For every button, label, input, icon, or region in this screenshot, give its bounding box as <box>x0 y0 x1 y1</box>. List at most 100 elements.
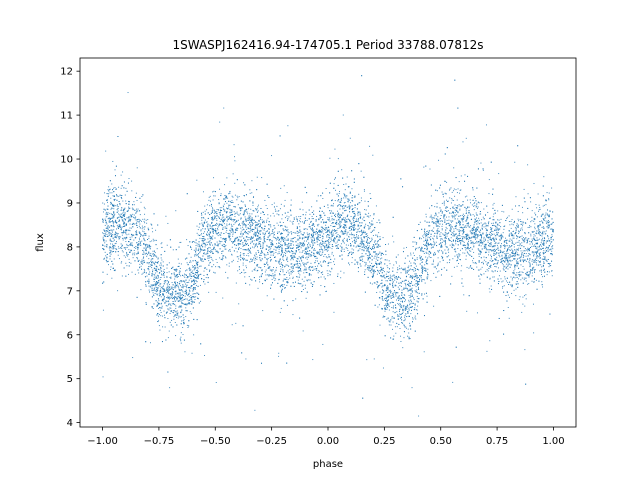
data-point <box>339 223 341 225</box>
data-point <box>379 324 381 326</box>
data-point <box>122 232 124 234</box>
data-point <box>295 244 297 246</box>
data-point <box>190 268 192 270</box>
data-point <box>446 246 448 248</box>
data-point <box>122 232 124 234</box>
data-point <box>143 254 145 256</box>
data-point <box>521 277 523 279</box>
data-point <box>476 242 478 244</box>
data-point <box>521 311 523 313</box>
data-point <box>188 276 190 278</box>
data-point <box>307 238 309 240</box>
data-point <box>250 225 252 227</box>
data-point <box>399 297 401 299</box>
data-point <box>186 324 188 326</box>
data-point <box>338 212 340 214</box>
data-point <box>182 287 184 289</box>
data-point <box>330 237 332 239</box>
data-point <box>292 269 294 271</box>
data-point <box>107 218 109 220</box>
data-point <box>516 226 518 228</box>
data-point <box>212 252 214 254</box>
data-point <box>115 235 117 237</box>
data-point <box>287 233 289 235</box>
data-point <box>270 259 272 261</box>
data-point <box>408 295 410 297</box>
data-point <box>306 256 308 258</box>
data-point <box>219 267 221 269</box>
data-point <box>313 223 315 225</box>
data-point <box>516 241 518 243</box>
data-point <box>471 237 473 239</box>
data-point <box>290 255 292 257</box>
data-point <box>292 251 294 253</box>
data-point <box>489 340 491 342</box>
data-point <box>160 315 162 317</box>
data-point <box>262 242 264 244</box>
data-point <box>105 240 107 242</box>
data-point <box>448 225 450 227</box>
data-point <box>248 219 250 221</box>
data-point <box>453 245 455 247</box>
data-point <box>210 250 212 252</box>
data-point <box>264 199 266 201</box>
data-point <box>174 304 176 306</box>
data-point <box>327 249 329 251</box>
data-point <box>509 263 511 265</box>
data-point <box>268 275 270 277</box>
data-point <box>361 258 363 260</box>
data-point <box>428 256 430 258</box>
data-point <box>383 253 385 255</box>
data-point <box>300 283 302 285</box>
data-point <box>108 217 110 219</box>
data-point <box>197 234 199 236</box>
data-point <box>477 221 479 223</box>
data-point <box>104 257 106 259</box>
data-point <box>297 246 299 248</box>
data-point <box>352 225 354 227</box>
data-point <box>279 259 281 261</box>
data-point <box>127 210 129 212</box>
data-point <box>353 236 355 238</box>
data-point <box>396 311 398 313</box>
data-point <box>415 265 417 267</box>
data-point <box>294 253 296 255</box>
data-point <box>148 285 150 287</box>
data-point <box>303 222 305 224</box>
data-point <box>473 257 475 259</box>
data-point <box>186 287 188 289</box>
data-point <box>414 284 416 286</box>
data-point <box>125 247 127 249</box>
data-point <box>153 240 155 242</box>
data-point <box>187 327 189 328</box>
data-point <box>256 222 258 224</box>
data-point <box>366 268 368 270</box>
data-point <box>263 229 265 231</box>
data-point <box>367 258 369 260</box>
data-point <box>541 273 543 275</box>
data-point <box>507 257 509 259</box>
data-point <box>440 243 442 245</box>
data-point <box>326 244 328 246</box>
data-point <box>219 210 221 212</box>
data-point <box>331 236 333 238</box>
data-point <box>515 295 517 297</box>
data-point <box>303 250 305 252</box>
data-point <box>168 304 170 306</box>
data-point <box>201 219 203 221</box>
data-point <box>507 265 509 267</box>
data-point <box>163 276 165 278</box>
data-point <box>183 280 185 282</box>
data-point <box>107 212 109 214</box>
data-point <box>322 236 324 238</box>
data-point <box>409 268 411 270</box>
data-point <box>110 221 112 223</box>
data-point <box>518 241 520 243</box>
data-point <box>228 204 230 206</box>
data-point <box>467 247 469 249</box>
data-point <box>475 228 477 230</box>
data-point <box>345 197 347 199</box>
data-point <box>543 204 545 206</box>
data-point <box>540 271 542 273</box>
data-point <box>386 289 388 291</box>
